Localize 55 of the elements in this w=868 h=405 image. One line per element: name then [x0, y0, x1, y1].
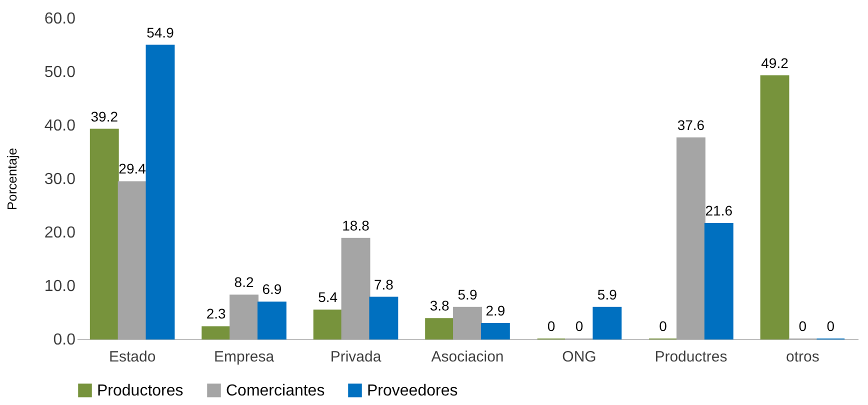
data-label: 3.8: [430, 298, 450, 314]
data-label: 5.4: [318, 289, 338, 306]
y-tick-label: 10.0: [44, 278, 76, 295]
x-tick-label: Asociacion: [431, 348, 504, 366]
bar: [592, 306, 622, 340]
bar: [313, 310, 342, 340]
y-tick-label: 0.0: [53, 332, 76, 348]
bar: [369, 296, 398, 340]
y-tick-label: 20.0: [44, 224, 76, 242]
x-tick-label: ONG: [562, 348, 596, 366]
data-label: 0: [659, 318, 668, 334]
bar: [258, 302, 286, 340]
y-tick-label: 60.0: [44, 10, 76, 28]
data-label: 0: [547, 318, 556, 334]
bar: [760, 75, 790, 340]
y-tick-label: 50.0: [44, 64, 76, 81]
bar: [704, 222, 734, 340]
bar: [676, 137, 706, 340]
bar: [341, 238, 370, 340]
bar: [453, 306, 482, 340]
bar: [202, 326, 231, 340]
bar: [146, 44, 175, 340]
data-label: 7.8: [374, 276, 394, 292]
data-label: 5.9: [458, 286, 478, 302]
legend-label: Comerciantes: [226, 382, 325, 400]
data-label: 0: [575, 318, 584, 334]
x-tick-label: otros: [786, 348, 820, 366]
data-label: 18.8: [342, 217, 370, 234]
data-label: 49.2: [761, 54, 789, 71]
data-label: 39.2: [90, 108, 118, 124]
data-label: 5.9: [597, 286, 618, 302]
x-tick-label: Productres: [654, 348, 728, 366]
data-label: 8.2: [234, 274, 254, 290]
x-tick-label: Privada: [330, 348, 382, 366]
data-label: 6.9: [262, 281, 282, 298]
data-label: 2.9: [486, 302, 506, 318]
data-label: 2.3: [206, 306, 226, 322]
data-label: 21.6: [705, 202, 733, 218]
y-tick-label: 30.0: [44, 171, 76, 188]
x-tick-label: Estado: [108, 348, 156, 366]
data-label: 0: [826, 318, 835, 334]
data-label: 54.9: [146, 24, 174, 40]
x-tick-label: Empresa: [214, 348, 275, 366]
bar: [230, 294, 259, 340]
bar: [118, 181, 147, 340]
y-tick-label: 40.0: [44, 118, 76, 134]
legend-label: Proveedores: [367, 382, 458, 400]
legend-label: Productores: [97, 382, 184, 400]
data-label: 0: [798, 318, 807, 334]
data-label: 29.4: [118, 160, 146, 177]
data-label: 37.6: [677, 116, 705, 133]
y-axis-title: Porcentaje: [4, 148, 20, 210]
bar: [425, 318, 454, 340]
bar: [480, 322, 510, 340]
bar: [90, 128, 119, 340]
